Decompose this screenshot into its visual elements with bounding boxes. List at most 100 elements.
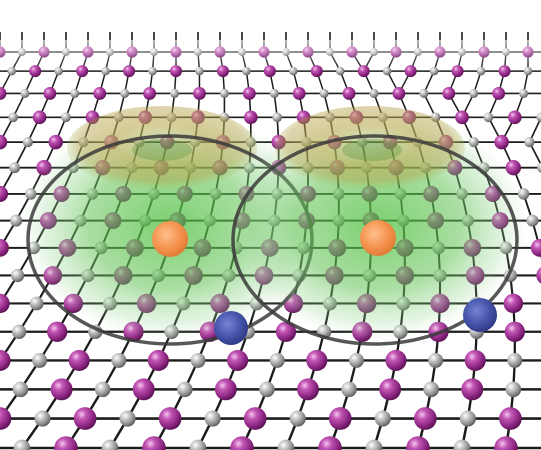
small-atom [341,381,357,398]
large-atom [0,349,11,371]
large-atom [504,321,525,342]
small-atom [169,88,180,99]
small-atom [101,66,110,76]
small-atom [54,66,63,76]
small-atom [148,66,157,76]
small-atom [32,352,48,368]
large-atom [50,378,73,401]
large-atom [227,349,249,371]
small-atom [7,66,16,76]
small-atom [34,410,51,427]
large-atom [158,407,182,430]
large-atom [0,185,9,202]
small-atom [94,381,111,398]
large-atom [503,293,524,314]
large-atom [464,349,486,371]
large-atom [379,378,402,401]
small-atom [61,112,71,123]
large-atom [328,407,352,430]
large-atom [530,238,541,257]
large-atom [494,436,518,450]
small-atom [204,410,221,427]
large-atom [32,110,47,125]
small-atom [536,112,541,123]
small-atom [101,439,119,450]
small-atom [319,88,329,99]
small-atom [9,162,21,174]
small-atom [289,410,306,427]
large-atom [68,349,90,371]
small-atom [22,136,33,148]
small-atom [428,352,444,368]
large-atom [73,407,97,430]
large-atom [48,134,63,150]
small-atom [507,352,523,368]
small-atom [483,112,494,123]
large-atom [392,87,406,100]
large-atom [455,110,469,125]
large-atom [123,65,136,78]
small-atom [453,439,471,450]
large-atom [142,436,166,450]
large-atom [306,349,328,371]
large-atom [93,87,107,100]
small-atom [419,88,429,99]
small-atom [459,410,476,427]
large-atom [243,110,258,125]
large-atom [404,65,417,78]
large-atom [461,378,484,401]
small-atom [476,66,486,76]
small-atom [429,66,439,76]
small-atom [11,324,27,339]
small-atom [189,439,207,450]
small-atom [259,381,275,398]
small-atom [382,66,392,76]
top-fade [0,40,541,68]
small-atom [11,268,25,283]
large-atom [147,349,169,371]
small-atom [219,88,229,99]
large-atom [413,407,437,430]
small-atom [120,88,130,99]
large-atom [292,87,306,100]
large-atom [499,407,522,430]
large-atom [0,293,10,314]
large-atom [492,87,506,100]
small-atom [369,88,379,99]
small-atom [20,88,30,99]
small-atom [13,439,31,450]
small-atom [269,88,279,99]
right-blue-dot [463,298,497,332]
large-atom [170,65,182,78]
large-atom [0,87,7,100]
large-atom [310,65,323,78]
small-atom [423,381,439,398]
small-atom [8,112,19,123]
large-atom [507,110,522,125]
large-atom [143,87,157,100]
small-atom [269,352,285,368]
small-atom [195,66,204,76]
large-atom [536,267,541,284]
small-atom [469,88,479,99]
small-atom [519,88,529,99]
small-atom [277,439,295,450]
large-atom [297,378,319,401]
small-atom [365,439,383,450]
large-atom [318,436,342,450]
small-atom [348,352,364,368]
large-atom [243,407,267,430]
small-atom [12,381,29,398]
small-atom [336,66,345,76]
large-atom [406,436,430,450]
large-atom [494,134,509,150]
large-atom [230,436,254,450]
large-atom [451,65,464,78]
small-atom [523,66,533,76]
large-atom [442,87,456,100]
small-atom [10,214,23,227]
large-atom [76,65,89,78]
large-atom [263,65,276,78]
small-atom [526,214,539,227]
